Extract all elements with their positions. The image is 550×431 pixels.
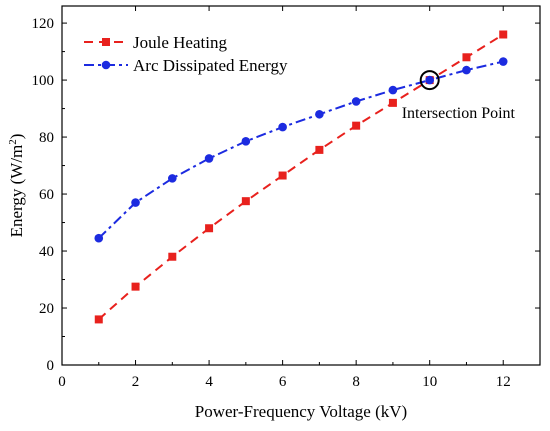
plot-frame <box>61 5 541 366</box>
y-tick-label: 120 <box>32 16 55 32</box>
series-line-1 <box>98 60 504 239</box>
y-tick-label: 20 <box>39 301 54 317</box>
intersection-label: Intersection Point <box>402 105 516 122</box>
x-tick-label: 12 <box>496 374 511 390</box>
x-tick-label: 0 <box>58 374 66 390</box>
y-axis-title-end: ) <box>7 134 26 140</box>
series-point-0 <box>352 121 361 130</box>
y-tick-label: 100 <box>32 73 55 89</box>
x-tick-label: 2 <box>132 374 140 390</box>
series-point-1 <box>425 75 434 85</box>
x-tick-label: 8 <box>352 374 360 390</box>
series-point-0 <box>315 145 324 154</box>
y-tick-label: 0 <box>47 358 55 374</box>
legend-marker-1 <box>101 60 111 70</box>
annotation-layer: Intersection Point <box>402 70 516 122</box>
x-tick-label: 4 <box>205 374 213 390</box>
series-point-1 <box>315 109 324 119</box>
y-tick-label: 60 <box>39 187 54 203</box>
series-line-0 <box>98 33 504 321</box>
series-point-1 <box>498 57 508 66</box>
series-point-1 <box>131 198 140 207</box>
series-point-0 <box>168 252 177 261</box>
series-layer <box>94 30 508 324</box>
x-axis-title: Power-Frequency Voltage (kV) <box>195 402 407 421</box>
y-tick-label: 40 <box>39 244 54 260</box>
series-point-0 <box>278 171 287 180</box>
legend-label-0: Joule Heating <box>133 33 227 52</box>
y-axis-title-superscript: 2 <box>7 139 19 145</box>
legend-label-1: Arc Dissipated Energy <box>133 56 288 75</box>
series-point-0 <box>388 98 397 107</box>
x-tick-label: 10 <box>422 374 437 390</box>
series-point-1 <box>168 174 177 183</box>
intersection-marker <box>419 70 440 91</box>
series-point-0 <box>241 197 250 206</box>
y-axis-title: Energy (W/m2) <box>7 134 26 238</box>
series-point-1 <box>462 65 471 75</box>
legend: Joule Heating Arc Dissipated Energy <box>84 33 288 75</box>
x-tick-label: 6 <box>279 374 287 390</box>
y-axis-title-main: Energy (W/m <box>7 145 26 238</box>
series-point-1 <box>241 137 251 146</box>
series-point-0 <box>499 30 508 39</box>
series-point-0 <box>462 53 471 62</box>
series-point-1 <box>94 233 104 243</box>
series-point-1 <box>204 154 214 163</box>
series-point-0 <box>131 282 140 291</box>
series-point-1 <box>388 85 398 95</box>
y-tick-label: 80 <box>39 130 54 146</box>
series-point-1 <box>278 122 287 132</box>
series-point-0 <box>94 315 103 324</box>
series-point-1 <box>351 97 361 106</box>
series-point-0 <box>205 224 214 233</box>
legend-marker-0 <box>102 38 110 46</box>
